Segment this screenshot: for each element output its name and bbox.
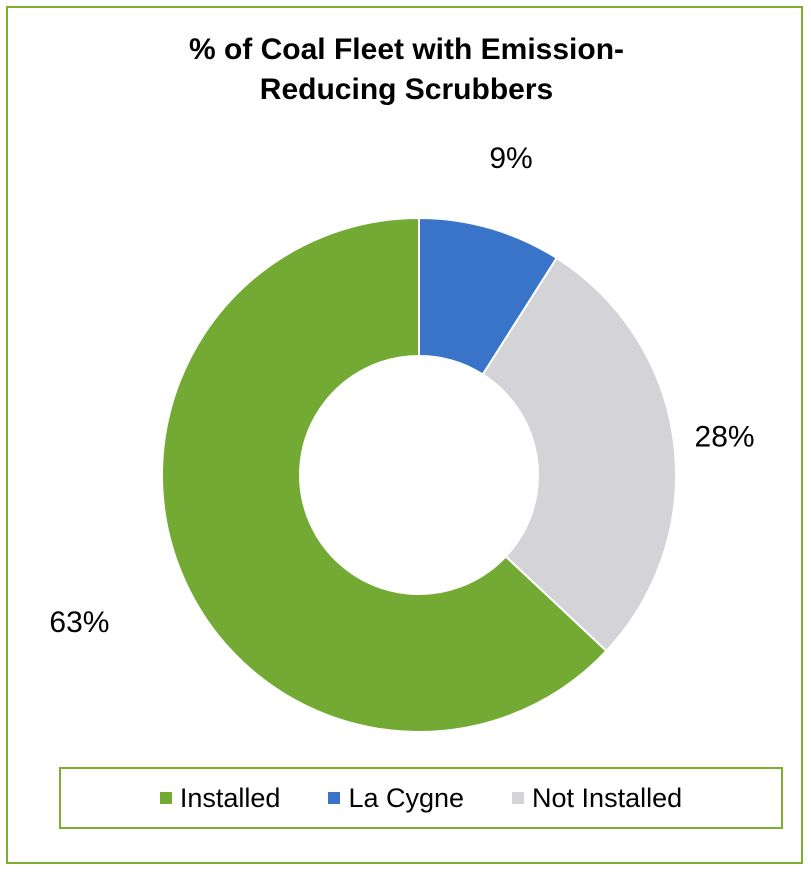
chart-title-line-1: % of Coal Fleet with Emission- bbox=[188, 33, 625, 66]
legend-item-la-cygne: La Cygne bbox=[328, 783, 464, 814]
legend-label-not-installed: Not Installed bbox=[532, 782, 683, 813]
donut-chart: 9% 28% 63% bbox=[49, 142, 755, 733]
chart-title-line-2: Reducing Scrubbers bbox=[259, 73, 554, 106]
legend-swatch-installed bbox=[159, 792, 172, 804]
legend-item-installed: Installed bbox=[159, 782, 281, 814]
legend-swatch-not-installed bbox=[512, 792, 525, 804]
data-label-installed: 63% bbox=[49, 606, 109, 639]
legend: Installed La Cygne Not Installed bbox=[59, 767, 783, 829]
legend-item-not-installed: Not Installed bbox=[512, 783, 682, 814]
data-label-not-installed: 28% bbox=[695, 420, 755, 453]
chart-title: % of Coal Fleet with Emission- Reducing … bbox=[8, 30, 805, 110]
chart-frame: % of Coal Fleet with Emission- Reducing … bbox=[6, 6, 803, 864]
legend-swatch-la-cygne bbox=[328, 792, 341, 804]
legend-label-installed: Installed bbox=[179, 782, 281, 813]
legend-label-la-cygne: La Cygne bbox=[348, 782, 465, 813]
data-label-la-cygne: 9% bbox=[489, 142, 532, 175]
slice-installed bbox=[161, 216, 608, 733]
slice-not-installed bbox=[481, 256, 677, 653]
